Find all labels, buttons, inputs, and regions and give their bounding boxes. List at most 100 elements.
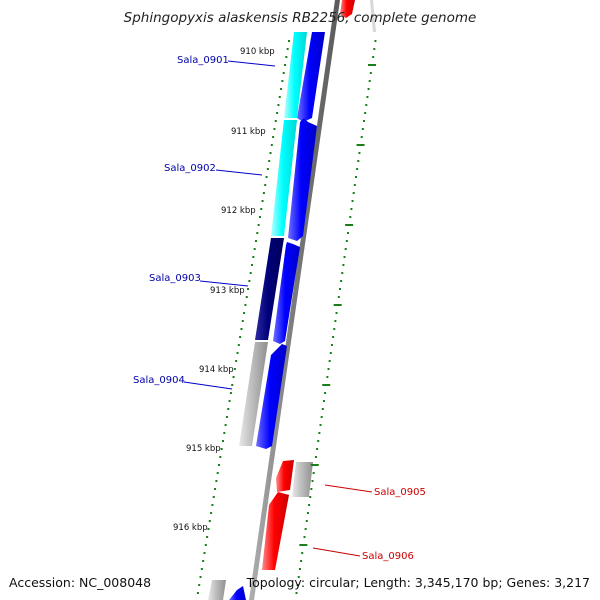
minor-tick (228, 400, 231, 402)
gene-label-sala-0901[interactable]: Sala_0901 (177, 55, 229, 66)
major-tick (299, 544, 308, 546)
scale-label-910: 910 kbp (240, 47, 275, 57)
minor-tick (353, 184, 356, 186)
minor-tick (196, 592, 199, 594)
minor-tick (300, 560, 303, 562)
minor-tick (219, 456, 222, 458)
minor-tick (233, 368, 236, 370)
cds-sala-0902-forward (288, 118, 317, 241)
minor-tick (357, 160, 360, 162)
minor-tick (200, 568, 203, 570)
minor-tick (342, 264, 345, 266)
minor-tick (361, 128, 364, 130)
minor-tick (344, 248, 347, 250)
minor-tick (369, 72, 372, 74)
minor-tick (278, 96, 281, 98)
minor-tick (220, 448, 223, 450)
minor-tick (364, 112, 367, 114)
minor-tick (308, 504, 311, 506)
minor-tick (304, 528, 307, 530)
minor-tick (254, 240, 257, 242)
minor-tick (310, 488, 313, 490)
minor-tick (346, 232, 349, 234)
minor-tick (258, 216, 261, 218)
genome-backbone (249, 0, 340, 600)
minor-tick (206, 536, 209, 538)
gene-label-sala-0906[interactable]: Sala_0906 (362, 551, 414, 562)
minor-tick (223, 432, 226, 434)
minor-tick (244, 304, 247, 306)
minor-tick (253, 248, 256, 250)
minor-tick (322, 400, 325, 402)
minor-tick (345, 240, 348, 242)
gene-label-sala-0903[interactable]: Sala_0903 (149, 273, 201, 284)
minor-tick (321, 408, 324, 410)
cds-bottom-gray (208, 580, 226, 600)
scale-label-911: 911 kbp (231, 127, 266, 137)
minor-tick (319, 424, 322, 426)
map-title: Sphingopyxis alaskensis RB2256, complete… (124, 10, 477, 26)
minor-tick (247, 288, 250, 290)
minor-tick (330, 344, 333, 346)
minor-tick (360, 136, 363, 138)
major-tick (310, 464, 319, 466)
minor-tick (257, 224, 260, 226)
scale-label-916: 916 kbp (173, 523, 208, 533)
minor-tick (212, 496, 215, 498)
minor-tick (216, 472, 219, 474)
minor-tick (207, 528, 210, 530)
minor-tick (273, 128, 276, 130)
minor-tick (261, 200, 264, 202)
minor-tick (358, 152, 361, 154)
gene-label-sala-0902[interactable]: Sala_0902 (164, 163, 216, 174)
minor-tick (296, 584, 299, 586)
minor-tick (245, 296, 248, 298)
minor-tick (264, 184, 267, 186)
major-tick (333, 304, 342, 306)
minor-tick (266, 168, 269, 170)
minor-tick (268, 160, 271, 162)
minor-tick (314, 456, 317, 458)
minor-tick (356, 168, 359, 170)
scale-label-913: 913 kbp (210, 286, 245, 296)
minor-tick (306, 512, 309, 514)
minor-tick (312, 472, 315, 474)
minor-tick (349, 216, 352, 218)
minor-tick (249, 272, 252, 274)
minor-tick (285, 56, 288, 58)
cds-sala-0901-cyan (284, 32, 307, 118)
minor-tick (199, 576, 202, 578)
minor-tick (328, 360, 331, 362)
minor-tick (354, 176, 357, 178)
minor-tick (367, 88, 370, 90)
minor-tick (332, 336, 335, 338)
minor-tick (284, 64, 287, 66)
minor-tick (374, 40, 377, 42)
gene-label-sala-0904[interactable]: Sala_0904 (133, 375, 185, 386)
minor-tick (236, 352, 239, 354)
minor-tick (215, 480, 218, 482)
cds-sala-0905-gray (292, 462, 313, 497)
minor-tick (239, 336, 242, 338)
minor-tick (303, 536, 306, 538)
minor-tick (351, 200, 354, 202)
minor-tick (340, 280, 343, 282)
genome-summary-text: Topology: circular; Length: 3,345,170 bp… (246, 575, 590, 590)
minor-tick (366, 96, 369, 98)
minor-tick (251, 264, 254, 266)
right-scale-ticks (295, 40, 377, 594)
minor-tick (229, 392, 232, 394)
cds-bottom-forward (229, 586, 246, 600)
minor-tick (208, 520, 211, 522)
minor-tick (286, 48, 289, 50)
minor-tick (298, 568, 301, 570)
minor-tick (277, 104, 280, 106)
gene-label-sala-0905[interactable]: Sala_0905 (374, 487, 426, 498)
minor-tick (227, 408, 230, 410)
major-tick (356, 144, 365, 146)
minor-tick (270, 144, 273, 146)
minor-tick (272, 136, 275, 138)
minor-tick (203, 552, 206, 554)
minor-tick (204, 544, 207, 546)
